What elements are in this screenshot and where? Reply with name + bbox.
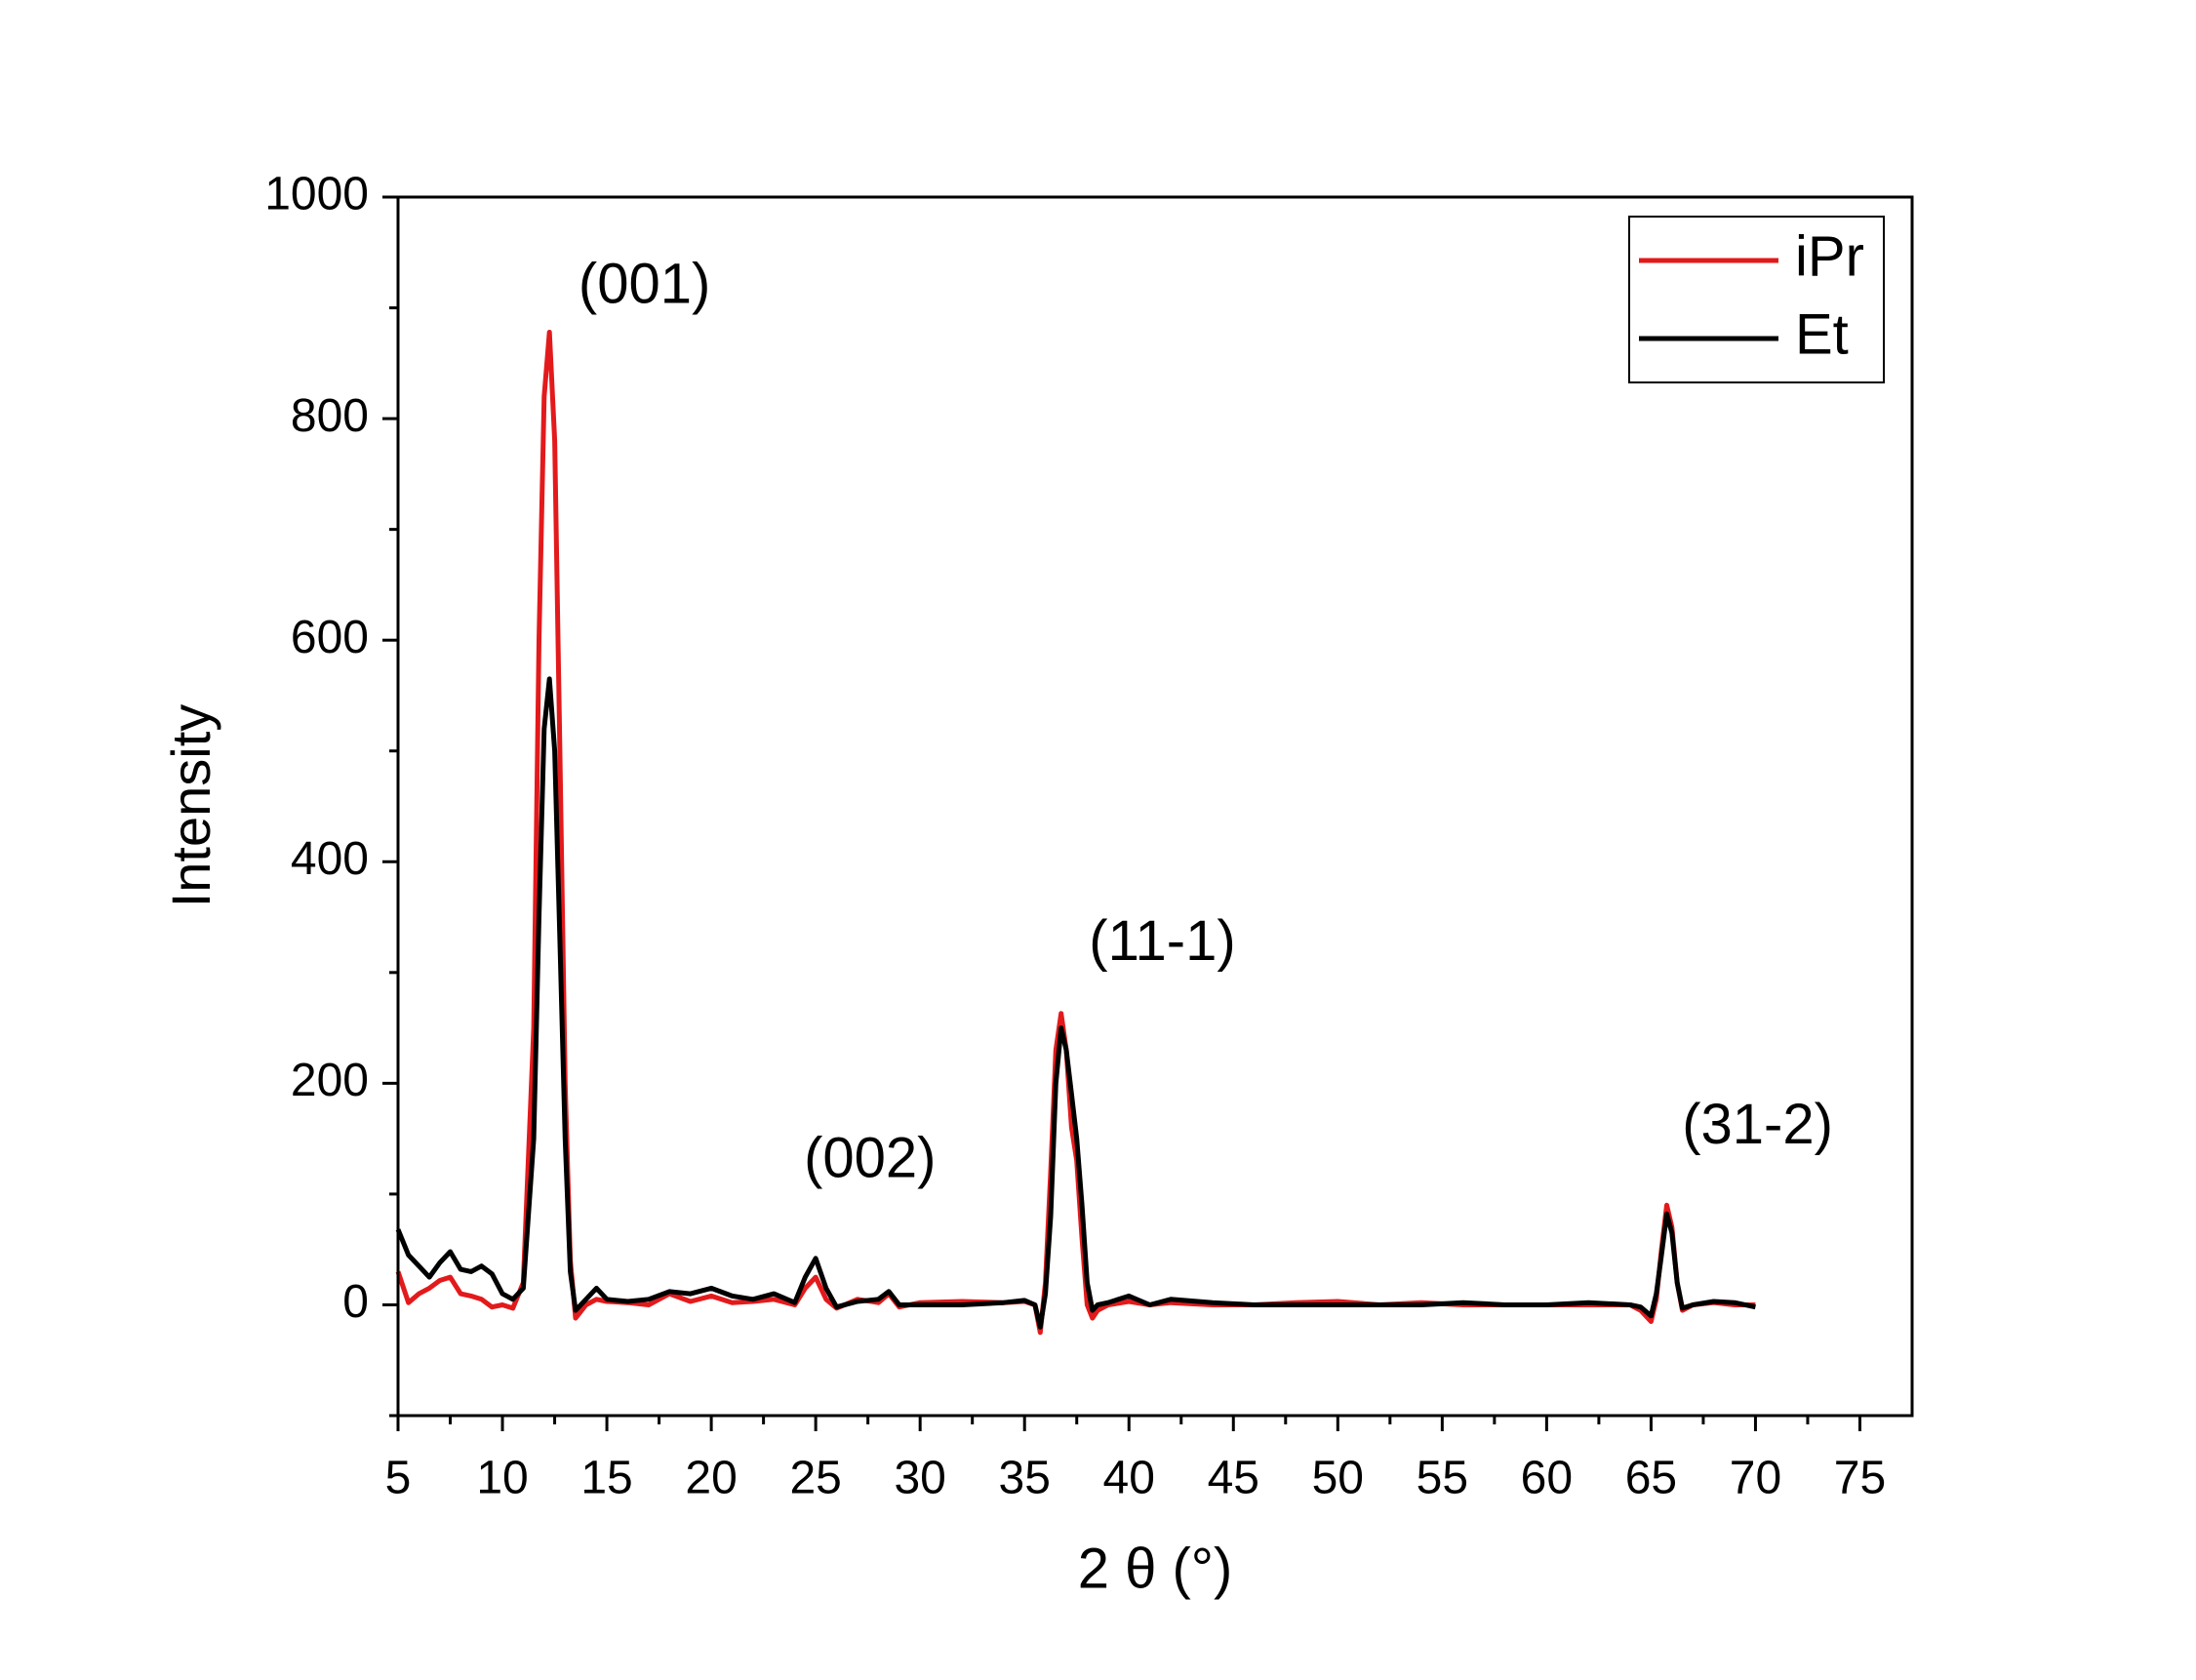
y-tick-label: 0 <box>342 1276 369 1328</box>
x-tick-label: 60 <box>1521 1453 1573 1504</box>
legend-label: iPr <box>1795 224 1864 288</box>
x-tick-label: 15 <box>580 1453 632 1504</box>
legend-label: Et <box>1795 302 1849 366</box>
x-tick-label: 55 <box>1417 1453 1468 1504</box>
legend-box <box>1628 216 1885 383</box>
y-axis-title: Intensity <box>160 704 221 908</box>
y-tick-label: 200 <box>291 1055 369 1106</box>
x-tick-label: 70 <box>1730 1453 1781 1504</box>
x-tick-label: 10 <box>476 1453 528 1504</box>
x-tick-label: 65 <box>1625 1453 1677 1504</box>
x-tick-label: 25 <box>789 1453 841 1504</box>
x-tick-label: 5 <box>385 1453 412 1504</box>
y-tick-label: 600 <box>291 612 369 663</box>
x-tick-label: 30 <box>894 1453 945 1504</box>
x-tick-label: 50 <box>1312 1453 1364 1504</box>
peak-annotation: (002) <box>804 1126 936 1189</box>
peak-annotation: (001) <box>579 252 710 315</box>
y-tick-label: 1000 <box>264 169 369 220</box>
x-tick-label: 75 <box>1834 1453 1886 1504</box>
series-line <box>395 676 1756 1330</box>
x-tick-label: 35 <box>999 1453 1051 1504</box>
series-line <box>395 330 1756 1336</box>
peak-annotation: (11-1) <box>1089 909 1235 973</box>
y-tick-label: 800 <box>291 390 369 442</box>
x-tick-label: 40 <box>1103 1453 1155 1504</box>
x-axis-title: 2 θ (°) <box>1078 1537 1233 1600</box>
x-tick-label: 20 <box>685 1453 737 1504</box>
plot-frame <box>396 195 1914 1418</box>
y-tick-label: 400 <box>291 833 369 885</box>
x-tick-label: 45 <box>1208 1453 1259 1504</box>
peak-annotation: (31-2) <box>1682 1093 1833 1156</box>
